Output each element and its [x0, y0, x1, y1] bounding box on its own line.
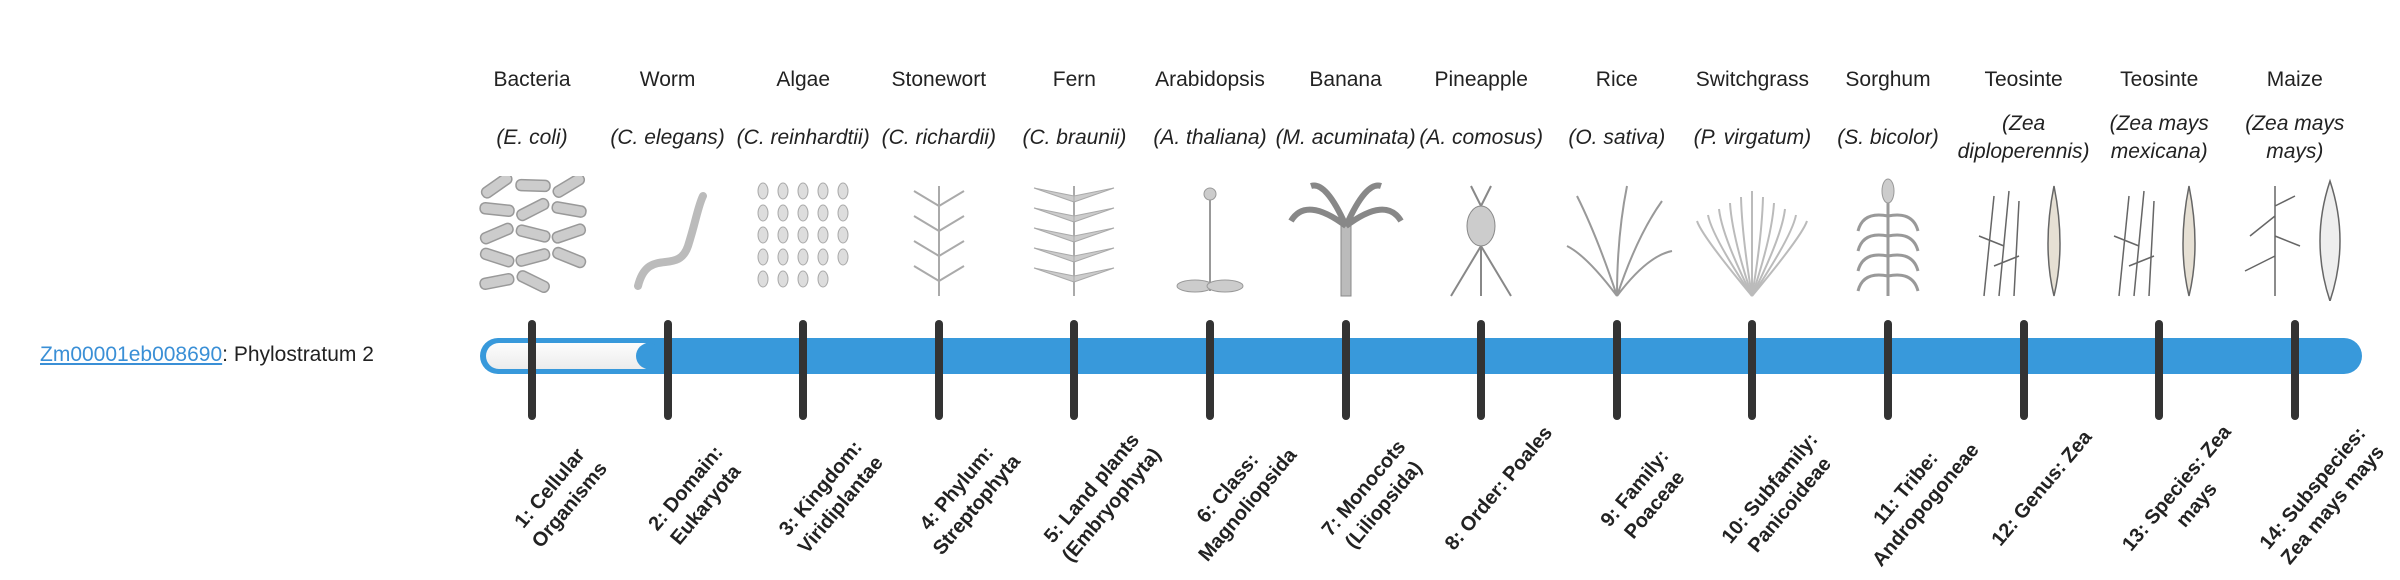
- species-text: (O. sativa): [1568, 126, 1666, 149]
- teosinte-icon: [2113, 185, 2196, 297]
- stratum-tick: [1612, 320, 1621, 420]
- phylostratum-text: : Phylostratum 2: [222, 343, 374, 366]
- species-name: (Zea diploperennis): [1944, 106, 2104, 170]
- species-text: (A. comosus): [1419, 126, 1544, 149]
- worm-icon: [633, 192, 707, 290]
- stratum-tick: [2290, 320, 2299, 420]
- rank-label: 11: Tribe: Andropogoneae: [1868, 439, 1984, 571]
- species-name: (M. acuminata): [1266, 106, 1426, 170]
- rank-label: 9: Family: Poaceae: [1596, 445, 1690, 544]
- stratum-tick: [1070, 320, 1079, 420]
- stratum-tick: [528, 320, 536, 420]
- stratum-tick: [1748, 320, 1757, 420]
- species-name: (C. reinhardtii): [723, 106, 883, 170]
- species-name: (C. braunii): [994, 106, 1154, 170]
- rank-label: 2: Domain: Eukaryota: [643, 441, 745, 550]
- species-name: (A. thaliana): [1130, 106, 1290, 170]
- rank-label: 6: Class: Magnoliopsida: [1192, 444, 1302, 566]
- sorghum-icon: [1856, 178, 1920, 296]
- bacteria-icon: [479, 176, 587, 294]
- organism-name: Banana: [1309, 68, 1382, 91]
- rank-label: 12: Genus: Zea: [1987, 426, 2097, 551]
- species-text: (A. thaliana): [1153, 126, 1267, 149]
- stratum-tick: [934, 320, 943, 420]
- species-text: (C. elegans): [610, 126, 725, 149]
- species-text: (C. reinhardtii): [736, 126, 870, 149]
- species-text: (P. virgatum): [1693, 126, 1812, 149]
- stratum-tick: [799, 320, 808, 420]
- species-name: (E. coli): [452, 106, 612, 170]
- rank-label: 14: Subspecies: Zea mays mays: [2255, 422, 2389, 569]
- stratum-tick: [2155, 320, 2164, 420]
- organism-name: Rice: [1595, 68, 1638, 91]
- species-text: (E. coli): [496, 126, 568, 149]
- organism-name: Algae: [776, 68, 831, 91]
- stonewort-icon: [913, 186, 965, 296]
- organism-name: Stonewort: [891, 68, 987, 91]
- gene-link[interactable]: Zm00001eb008690: [40, 343, 223, 366]
- rank-label: 1: Cellular Organisms: [510, 444, 612, 553]
- species-name: (A. comosus): [1401, 106, 1561, 170]
- species-name: (C. elegans): [588, 106, 748, 170]
- organism-name: Pineapple: [1434, 68, 1528, 91]
- algae-icon: [757, 182, 849, 288]
- rank-label: 13: Species: Zea mays: [2118, 421, 2236, 556]
- rank-label: 7: Monocots (Liliopsida): [1317, 436, 1427, 554]
- organism-name: Teosinte: [1984, 68, 2063, 91]
- phylostratum-fill: [486, 343, 656, 369]
- stratum-tick: [1477, 320, 1486, 420]
- rank-label: 5: Land plants (Embryophyta): [1040, 429, 1167, 567]
- species-text: (C. richardii): [881, 126, 996, 149]
- species-text: (C. braunii): [1022, 126, 1127, 149]
- organism-name: Switchgrass: [1695, 68, 1809, 91]
- organism-name: Maize: [2266, 68, 2323, 91]
- maize-icon: [2244, 178, 2341, 301]
- switchgrass-icon: [1696, 191, 1809, 297]
- fern-icon: [1034, 186, 1115, 296]
- stratum-tick: [663, 320, 672, 420]
- stratum-tick: [1884, 320, 1892, 420]
- phylostratum-fill-edge: [635, 343, 662, 369]
- rank-label: 3: Kingdom: Viridiplantae: [775, 436, 888, 558]
- phylostratum-bar: [480, 338, 2362, 374]
- species-name: (C. richardii): [859, 106, 1019, 170]
- organism-name: Arabidopsis: [1155, 68, 1265, 91]
- organism-name: Sorghum: [1845, 68, 1931, 91]
- rank-label: 8: Order: Poales: [1441, 422, 1558, 555]
- rank-label: 10: Subfamily: Panicoideae: [1717, 428, 1837, 557]
- stratum-tick: [2019, 320, 2028, 420]
- species-name: (S. bicolor): [1808, 106, 1968, 170]
- rice-icon: [1566, 185, 1673, 297]
- species-text: (Zea mays mexicana): [2109, 112, 2209, 163]
- pineapple-icon: [1450, 185, 1513, 297]
- stratum-tick: [1341, 320, 1350, 420]
- organism-name: Teosinte: [2120, 68, 2199, 91]
- species-name: (O. sativa): [1537, 106, 1697, 170]
- species-text: (Zea mays mays): [2245, 112, 2345, 163]
- species-text: (Zea diploperennis): [1957, 112, 2090, 163]
- organism-name: Worm: [639, 68, 696, 91]
- rank-label: 4: Phylum: Streptophyta: [915, 442, 1025, 560]
- arabidopsis-icon: [1176, 187, 1244, 293]
- species-name: (P. virgatum): [1672, 106, 1832, 170]
- organism-name: Fern: [1052, 68, 1096, 91]
- species-text: (S. bicolor): [1837, 126, 1939, 149]
- species-text: (M. acuminata): [1275, 126, 1416, 149]
- stratum-tick: [1206, 320, 1214, 420]
- banana-icon: [1288, 182, 1404, 297]
- species-name: (Zea mays mays): [2215, 106, 2375, 170]
- teosinte-icon: [1978, 185, 2061, 297]
- species-name: (Zea mays mexicana): [2079, 106, 2239, 170]
- organism-name: Bacteria: [493, 68, 571, 91]
- gene-label: Zm00001eb008690: Phylostratum 2: [40, 340, 374, 370]
